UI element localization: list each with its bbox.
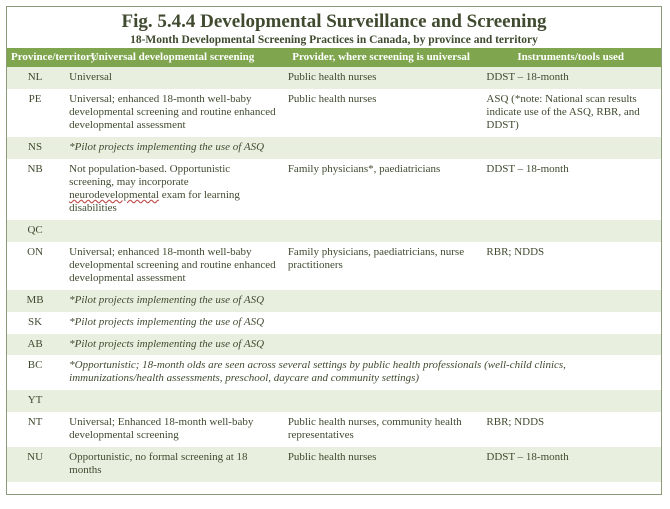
figure-title: Fig. 5.4.4 Developmental Surveillance an… (13, 11, 655, 33)
title-block: Fig. 5.4.4 Developmental Surveillance an… (7, 7, 661, 48)
cell-tools (480, 137, 661, 159)
table-row: NL Universal Public health nurses DDST –… (7, 67, 661, 89)
cell-screening-span: *Opportunistic; 18-month olds are seen a… (63, 355, 661, 390)
table-row: PE Universal; enhanced 18-month well-bab… (7, 89, 661, 137)
cell-screening: *Pilot projects implementing the use of … (63, 334, 282, 356)
table-row: QC (7, 220, 661, 242)
cell-screening: Universal; Enhanced 18-month well-baby d… (63, 412, 282, 447)
cell-screening (63, 220, 282, 242)
cell-tools: RBR; NDDS (480, 242, 661, 290)
col-header-screening: Universal developmental screening (63, 48, 282, 67)
cell-screening: Universal; enhanced 18-month well-baby d… (63, 89, 282, 137)
cell-tools (480, 220, 661, 242)
cell-prov: ON (7, 242, 63, 290)
cell-provider: Public health nurses, community health r… (282, 412, 481, 447)
figure-subtitle: 18-Month Developmental Screening Practic… (13, 34, 655, 46)
table-row: YT (7, 390, 661, 412)
cell-tools: DDST – 18-month (480, 447, 661, 482)
table-row: SK *Pilot projects implementing the use … (7, 312, 661, 334)
cell-prov: SK (7, 312, 63, 334)
cell-tools: ASQ (*note: National scan results indica… (480, 89, 661, 137)
cell-tools (480, 290, 661, 312)
cell-provider: Public health nurses (282, 89, 481, 137)
cell-tools: RBR; NDDS (480, 412, 661, 447)
cell-screening: *Pilot projects implementing the use of … (63, 312, 282, 334)
cell-prov: MB (7, 290, 63, 312)
cell-screening: *Pilot projects implementing the use of … (63, 137, 282, 159)
cell-prov: NS (7, 137, 63, 159)
cell-prov: QC (7, 220, 63, 242)
cell-prov: AB (7, 334, 63, 356)
text-part: Not population-based. Opportunistic scre… (69, 163, 230, 188)
cell-prov: NB (7, 159, 63, 220)
cell-screening: Universal (63, 67, 282, 89)
cell-provider: Public health nurses (282, 67, 481, 89)
cell-screening: Opportunistic, no formal screening at 18… (63, 447, 282, 482)
cell-screening (63, 390, 282, 412)
cell-prov: BC (7, 355, 63, 390)
cell-prov: NU (7, 447, 63, 482)
text-part-squiggle: neurodevelopmental (69, 189, 159, 201)
cell-provider: Family physicians*, paediatricians (282, 159, 481, 220)
table-row: NB Not population-based. Opportunistic s… (7, 159, 661, 220)
cell-screening: Universal; enhanced 18-month well-baby d… (63, 242, 282, 290)
table-row: ON Universal; enhanced 18-month well-bab… (7, 242, 661, 290)
col-header-tools: Instruments/tools used (480, 48, 661, 67)
table-header-row: Province/territory Universal development… (7, 48, 661, 67)
table-row: NS *Pilot projects implementing the use … (7, 137, 661, 159)
cell-provider: Family physicians, paediatricians, nurse… (282, 242, 481, 290)
table-row: AB *Pilot projects implementing the use … (7, 334, 661, 356)
cell-tools (480, 312, 661, 334)
figure-frame: Fig. 5.4.4 Developmental Surveillance an… (6, 6, 662, 495)
table-row: MB *Pilot projects implementing the use … (7, 290, 661, 312)
cell-screening: Not population-based. Opportunistic scre… (63, 159, 282, 220)
cell-prov: NT (7, 412, 63, 447)
cell-prov: NL (7, 67, 63, 89)
cell-provider (282, 312, 481, 334)
col-header-province: Province/territory (7, 48, 63, 67)
cell-screening: *Pilot projects implementing the use of … (63, 290, 282, 312)
screening-table: Province/territory Universal development… (7, 48, 661, 482)
cell-tools (480, 334, 661, 356)
cell-provider (282, 390, 481, 412)
cell-provider (282, 290, 481, 312)
cell-tools (480, 390, 661, 412)
cell-provider (282, 137, 481, 159)
table-row: BC *Opportunistic; 18-month olds are see… (7, 355, 661, 390)
table-row: NU Opportunistic, no formal screening at… (7, 447, 661, 482)
cell-provider (282, 334, 481, 356)
table-row: NT Universal; Enhanced 18-month well-bab… (7, 412, 661, 447)
cell-prov: PE (7, 89, 63, 137)
cell-prov: YT (7, 390, 63, 412)
cell-provider (282, 220, 481, 242)
col-header-provider: Provider, where screening is universal (282, 48, 481, 67)
cell-tools: DDST – 18-month (480, 159, 661, 220)
cell-provider: Public health nurses (282, 447, 481, 482)
cell-tools: DDST – 18-month (480, 67, 661, 89)
